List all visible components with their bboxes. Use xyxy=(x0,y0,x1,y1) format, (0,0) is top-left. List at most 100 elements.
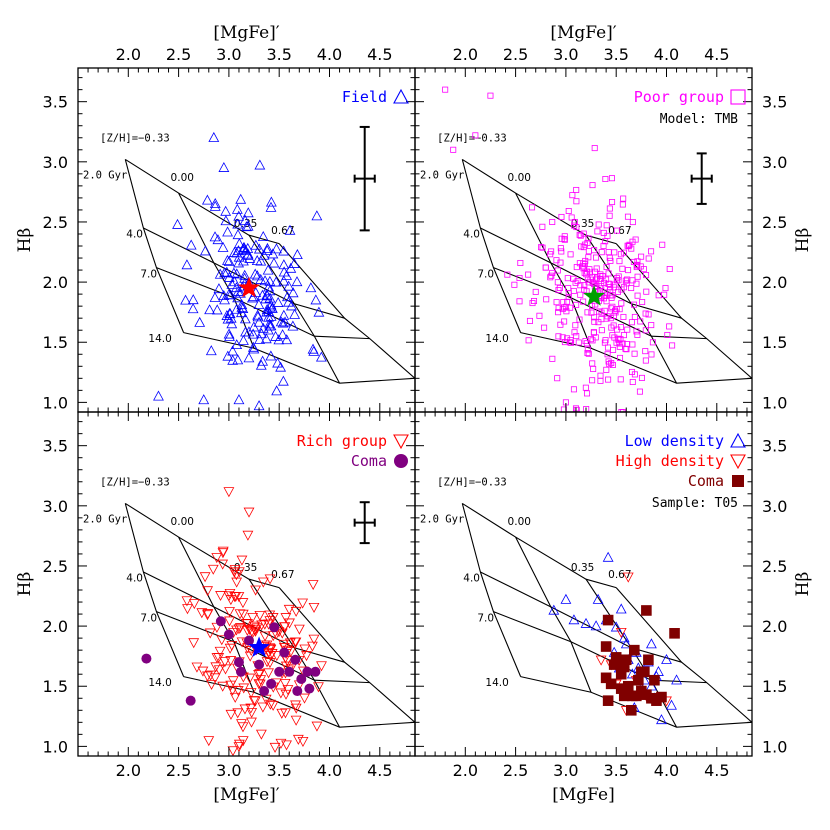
data-point xyxy=(235,193,247,204)
x-axis-title: [MgFe]′ xyxy=(550,23,616,43)
data-point xyxy=(232,354,244,365)
legend-marker xyxy=(730,89,746,105)
data-point xyxy=(669,628,680,639)
data-point xyxy=(558,213,565,220)
data-point xyxy=(620,313,627,320)
data-point xyxy=(581,282,588,289)
data-point xyxy=(220,215,232,226)
data-point xyxy=(577,291,584,298)
age-track-3 xyxy=(183,332,415,384)
y-tick-label: 2.5 xyxy=(43,213,68,232)
data-point xyxy=(642,357,649,364)
data-point xyxy=(606,284,613,291)
data-point xyxy=(223,255,235,266)
data-point xyxy=(253,299,265,309)
data-point xyxy=(287,320,299,331)
data-point xyxy=(232,292,244,303)
ticks xyxy=(415,412,752,756)
grid-label-zh0: [Z/H]=−0.33 xyxy=(437,132,507,144)
data-point xyxy=(265,201,277,212)
data-point xyxy=(529,300,536,307)
data-point xyxy=(211,304,223,315)
data-point xyxy=(250,239,262,250)
data-point xyxy=(282,291,293,302)
data-point xyxy=(631,350,638,357)
data-point xyxy=(585,235,592,242)
age-track-0 xyxy=(124,158,280,245)
data-point xyxy=(590,329,597,336)
data-point xyxy=(243,507,255,518)
data-point xyxy=(609,361,616,368)
data-point xyxy=(539,244,546,251)
data-point xyxy=(554,279,561,286)
data-point xyxy=(279,316,291,327)
median-star xyxy=(248,636,270,657)
data-point xyxy=(235,287,246,298)
metallicity-track-3 xyxy=(615,243,752,379)
data-point xyxy=(620,249,627,256)
data-point xyxy=(287,287,299,298)
data-point xyxy=(631,690,642,702)
data-point xyxy=(561,236,568,243)
data-point xyxy=(255,255,267,266)
data-point xyxy=(313,306,325,317)
data-point xyxy=(264,320,276,331)
data-point xyxy=(251,255,263,266)
data-point xyxy=(629,238,636,245)
data-point xyxy=(233,257,245,268)
data-point xyxy=(198,394,210,405)
data-point xyxy=(666,699,677,710)
legend-label: Coma xyxy=(351,452,387,470)
data-point xyxy=(232,686,244,697)
data-point xyxy=(278,275,290,286)
data-point xyxy=(529,204,536,211)
metallicity-track-0 xyxy=(461,503,522,677)
data-point xyxy=(307,343,319,354)
data-point xyxy=(232,708,244,719)
data-point xyxy=(614,288,621,295)
data-point xyxy=(595,319,602,326)
data-point xyxy=(576,260,583,267)
metallicity-track-0 xyxy=(124,503,185,677)
data-point xyxy=(573,198,580,205)
data-point xyxy=(619,265,626,272)
data-point xyxy=(228,567,240,578)
data-point xyxy=(561,304,568,311)
data-point xyxy=(289,637,301,648)
data-point xyxy=(532,288,539,295)
data-point xyxy=(567,304,574,311)
data-point xyxy=(231,247,243,258)
x-axis-title: [MgFe]′ xyxy=(213,785,279,805)
y-tick-label: 1.5 xyxy=(43,333,68,352)
data-point xyxy=(261,657,273,668)
data-point xyxy=(281,334,293,345)
data-point xyxy=(487,92,494,99)
y-tick-label: 2.0 xyxy=(762,617,787,636)
data-point xyxy=(633,328,640,335)
data-point xyxy=(254,159,266,170)
data-point xyxy=(310,294,322,305)
data-point xyxy=(591,314,598,321)
data-point xyxy=(278,643,290,654)
data-point xyxy=(220,664,231,675)
data-point xyxy=(264,643,276,654)
data-point xyxy=(628,285,635,292)
x-tick-label: 2.0 xyxy=(116,761,141,780)
data-point xyxy=(605,376,612,383)
age-track-3 xyxy=(520,332,752,384)
data-point xyxy=(606,254,613,261)
data-point xyxy=(278,639,289,650)
data-point xyxy=(199,572,211,583)
data-point xyxy=(620,284,627,291)
y-tick-label: 1.0 xyxy=(762,737,787,756)
data-point xyxy=(233,245,244,256)
data-point xyxy=(573,406,580,412)
data-point xyxy=(214,646,226,657)
ticks xyxy=(415,68,752,412)
legend-label: Coma xyxy=(688,472,724,490)
age-track-0 xyxy=(461,502,617,589)
data-point xyxy=(633,280,640,287)
data-point xyxy=(565,208,572,215)
data-point xyxy=(269,742,281,753)
data-point xyxy=(516,298,523,305)
